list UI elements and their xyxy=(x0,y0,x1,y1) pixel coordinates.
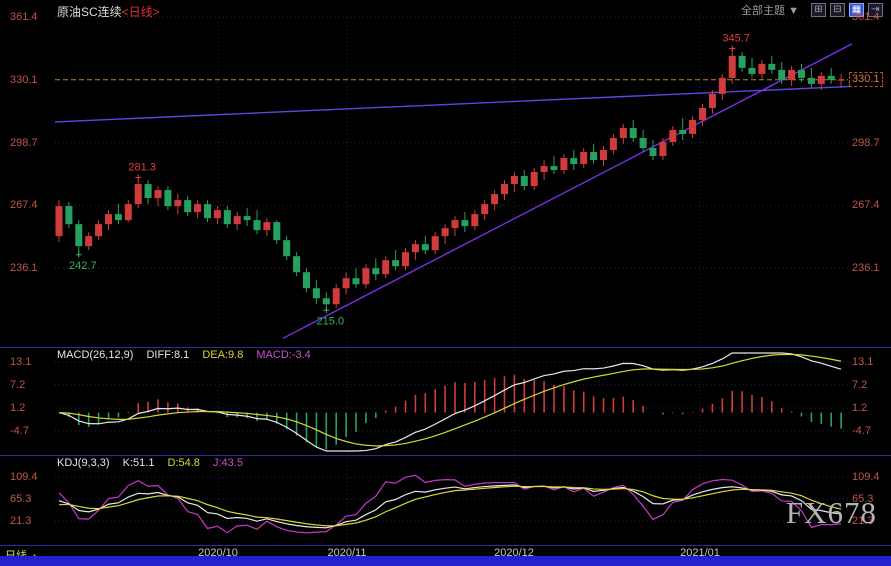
current-price-badge: 330.1 xyxy=(849,72,883,87)
chevron-down-icon: ▼ xyxy=(788,5,799,17)
macd-axis-label: 7.2 xyxy=(852,379,868,391)
macd-params-label: MACD(26,12,9) xyxy=(57,349,134,361)
svg-text:242.7: 242.7 xyxy=(69,260,97,272)
fx678-watermark: FX678 xyxy=(785,495,877,530)
macd-axis-label: -4.7 xyxy=(852,425,871,437)
price-axis-label: 267.4 xyxy=(10,199,38,211)
kdj-axis-label: 109.4 xyxy=(10,471,38,483)
diff-value: DIFF:8.1 xyxy=(146,349,190,361)
kdj-axis-label: 21.3 xyxy=(10,515,32,527)
macd-axis-label: 1.2 xyxy=(852,402,868,414)
period-tag: <日线> xyxy=(121,5,160,19)
layout-split-icon[interactable]: ⊟ xyxy=(830,3,845,17)
kdj-axis-label: 21.3 xyxy=(852,515,874,527)
macd-axis-label: 13.1 xyxy=(10,356,32,368)
macd-axis-label: 7.2 xyxy=(10,379,26,391)
kdj-axis-label: 109.4 xyxy=(852,471,880,483)
instrument-name: 原油SC连续 xyxy=(57,5,122,19)
price-axis-label: 298.7 xyxy=(852,137,880,149)
collapse-panel-icon[interactable]: ⇥ xyxy=(868,3,883,17)
macd-axis-label: 1.2 xyxy=(10,402,26,414)
macd-axis-label: 13.1 xyxy=(852,356,874,368)
layout-active-icon[interactable]: ▦ xyxy=(849,3,864,17)
svg-text:215.0: 215.0 xyxy=(317,315,345,327)
kdj-params-label: KDJ(9,3,3) xyxy=(57,457,110,469)
price-axis-label: 236.1 xyxy=(10,262,38,274)
k-value: K:51.1 xyxy=(122,457,155,469)
j-value: J:43.5 xyxy=(213,457,243,469)
price-axis-label: 330.1 xyxy=(10,74,38,86)
d-value: D:54.8 xyxy=(167,457,200,469)
macd-indicator-row: MACD(26,12,9) DIFF:8.1 DEA:9.8 MACD:-3.4 xyxy=(57,349,321,361)
kdj-indicator-row: KDJ(9,3,3) K:51.1 D:54.8 J:43.5 xyxy=(57,457,253,469)
kdj-axis-label: 65.3 xyxy=(852,493,874,505)
price-axis-label: 361.4 xyxy=(852,11,880,23)
price-axis-label: 298.7 xyxy=(10,137,38,149)
price-axis-label: 361.4 xyxy=(10,11,38,23)
svg-text:345.7: 345.7 xyxy=(722,32,750,44)
price-axis-label: 267.4 xyxy=(852,199,880,211)
macd-axis-label: -4.7 xyxy=(10,425,29,437)
price-axis-label: 236.1 xyxy=(852,262,880,274)
theme-dropdown-label: 全部主题 xyxy=(741,5,786,17)
layout-quad-icon[interactable]: ⊞ xyxy=(811,3,826,17)
svg-text:281.3: 281.3 xyxy=(128,161,156,173)
theme-dropdown[interactable]: 全部主题 ▼ xyxy=(741,2,799,18)
toolbar: 全部主题 ▼ ⊞ ⊟ ▦ ⇥ xyxy=(741,2,883,18)
dea-value: DEA:9.8 xyxy=(202,349,244,361)
horizontal-scrollbar[interactable] xyxy=(0,556,891,566)
macd-value: MACD:-3.4 xyxy=(256,349,311,361)
kdj-axis-label: 65.3 xyxy=(10,493,32,505)
instrument-title: 原油SC连续<日线> xyxy=(57,3,160,20)
